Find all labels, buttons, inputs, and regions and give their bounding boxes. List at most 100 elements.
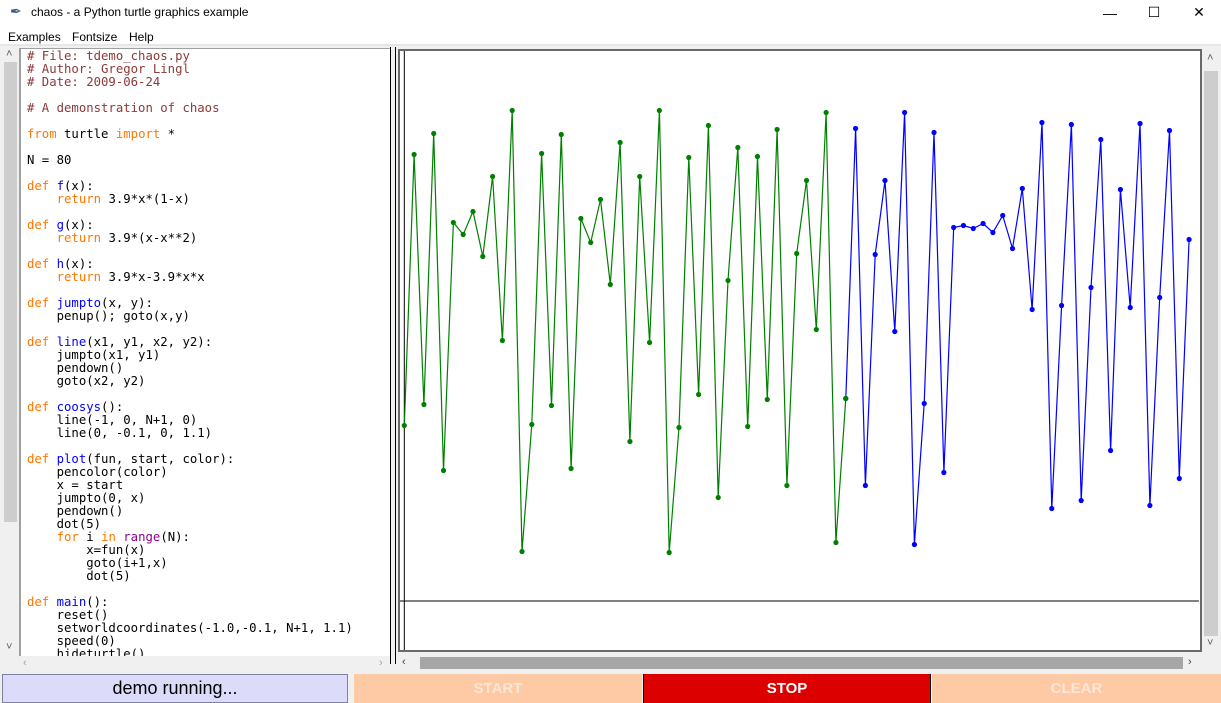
data-point xyxy=(489,173,496,180)
code-line: speed(0) xyxy=(27,635,353,648)
data-point xyxy=(735,144,741,151)
code-token-plain: (): xyxy=(101,400,124,414)
code-line: return 3.9*(x-x**2) xyxy=(27,232,353,245)
code-token-plain: pendown() xyxy=(27,504,124,518)
data-point xyxy=(990,229,996,236)
data-point xyxy=(784,482,790,489)
data-point xyxy=(1058,302,1065,309)
code-token-plain: jumpto(0, x) xyxy=(27,491,146,505)
code-token-plain: (x, y): xyxy=(101,296,153,310)
code-token-plain xyxy=(49,296,56,310)
close-button[interactable]: ✕ xyxy=(1193,4,1205,20)
code-token-plain: jumpto(x1, y1) xyxy=(27,348,161,362)
canvas-scroll-thumb-horizontal[interactable] xyxy=(420,657,1183,669)
data-point xyxy=(548,402,555,409)
menu-fontsize[interactable]: Fontsize xyxy=(72,30,118,44)
data-point xyxy=(578,215,584,222)
data-point xyxy=(862,482,868,489)
code-token-keyword: def xyxy=(27,400,50,414)
pane-divider[interactable] xyxy=(390,47,396,664)
code-line: dot(5) xyxy=(27,518,353,531)
data-point xyxy=(666,549,672,556)
scroll-right-icon[interactable]: › xyxy=(1188,656,1192,668)
data-point xyxy=(1176,475,1182,482)
code-scroll-thumb[interactable] xyxy=(4,62,17,522)
code-line: return 3.9*x*(1-x) xyxy=(27,193,353,206)
start-button[interactable]: START xyxy=(354,674,642,703)
data-point xyxy=(725,277,731,284)
data-point xyxy=(646,339,653,346)
data-point xyxy=(421,401,427,408)
code-line: jumpto(x1, y1) xyxy=(27,349,353,362)
code-line: x = start xyxy=(27,479,353,492)
code-token-plain: line(-1, 0, N+1, 0) xyxy=(27,413,198,427)
data-point xyxy=(480,253,486,260)
scroll-left-icon[interactable]: ‹ xyxy=(23,657,27,669)
code-token-keyword: return xyxy=(56,270,102,284)
menu-examples[interactable]: Examples xyxy=(8,30,61,44)
data-point xyxy=(499,337,505,344)
canvas-scroll-thumb-vertical[interactable] xyxy=(1204,71,1218,636)
data-point xyxy=(980,220,986,227)
data-point xyxy=(823,109,829,116)
data-point xyxy=(411,151,417,158)
data-point xyxy=(882,177,888,184)
data-point xyxy=(509,107,515,114)
code-token-plain xyxy=(27,530,57,544)
data-point xyxy=(539,150,545,157)
code-horizontal-scrollbar[interactable]: ‹ › xyxy=(19,656,390,671)
code-token-keyword: def xyxy=(27,296,50,310)
code-editor[interactable]: # File: tdemo_chaos.py # Author: Gregor L… xyxy=(19,48,390,656)
code-token-plain xyxy=(49,218,56,232)
code-token-plain xyxy=(49,400,56,414)
code-line: line(0, -0.1, 0, 1.1) xyxy=(27,427,353,440)
code-token-plain: 3.9*x-3.9*x*x xyxy=(101,270,205,284)
code-token-keyword: def xyxy=(27,452,50,466)
code-line: def jumpto(x, y): xyxy=(27,297,353,310)
code-token-plain: dot(5) xyxy=(27,569,131,583)
data-point xyxy=(519,548,525,555)
scroll-down-icon[interactable]: ˅ xyxy=(6,641,13,653)
data-point xyxy=(597,196,604,203)
code-line: def main(): xyxy=(27,596,353,609)
code-token-plain: pencolor(color) xyxy=(27,465,168,479)
code-token-keyword: def xyxy=(27,179,50,193)
code-token-plain: line(0, -0.1, 0, 1.1) xyxy=(27,426,213,440)
maximize-button[interactable]: ☐ xyxy=(1147,4,1161,20)
window-title: chaos - a Python turtle graphics example xyxy=(31,5,249,19)
code-line: # File: tdemo_chaos.py xyxy=(27,50,353,63)
chaos-plot xyxy=(400,51,1199,650)
data-point xyxy=(401,422,407,429)
data-point xyxy=(1157,294,1163,301)
data-point xyxy=(656,107,662,114)
scroll-right-icon[interactable]: › xyxy=(379,657,383,669)
menu-help[interactable]: Help xyxy=(129,30,154,44)
code-line: line(-1, 0, N+1, 0) xyxy=(27,414,353,427)
minimize-button[interactable]: — xyxy=(1103,4,1117,21)
feather-icon: ✒ xyxy=(10,3,22,19)
code-token-plain: (x): xyxy=(64,218,94,232)
code-token-defname: g xyxy=(56,218,65,232)
data-point xyxy=(607,281,613,288)
data-point xyxy=(803,177,810,184)
clear-button[interactable]: CLEAR xyxy=(932,674,1221,703)
scroll-up-icon[interactable]: ˄ xyxy=(1207,52,1214,64)
code-line: # Date: 2009-06-24 xyxy=(27,76,353,89)
scroll-left-icon[interactable]: ‹ xyxy=(402,656,406,668)
scroll-up-icon[interactable]: ˄ xyxy=(6,48,13,60)
code-token-plain: * xyxy=(160,127,176,141)
stop-button[interactable]: STOP xyxy=(643,674,931,703)
code-token-plain xyxy=(27,231,57,245)
code-line: def g(x): xyxy=(27,219,353,232)
code-line: setworldcoordinates(-1.0,-0.1, N+1, 1.1) xyxy=(27,622,353,635)
data-point xyxy=(1009,245,1016,252)
code-line: # A demonstration of chaos xyxy=(27,102,353,115)
data-point xyxy=(470,208,476,215)
code-token-plain: turtle xyxy=(56,127,116,141)
code-line: return 3.9*x-3.9*x*x xyxy=(27,271,353,284)
code-token-plain xyxy=(49,595,56,609)
data-point xyxy=(431,130,437,137)
data-point xyxy=(970,225,976,232)
scroll-down-icon[interactable]: ˅ xyxy=(1207,637,1214,649)
data-point xyxy=(558,131,564,138)
